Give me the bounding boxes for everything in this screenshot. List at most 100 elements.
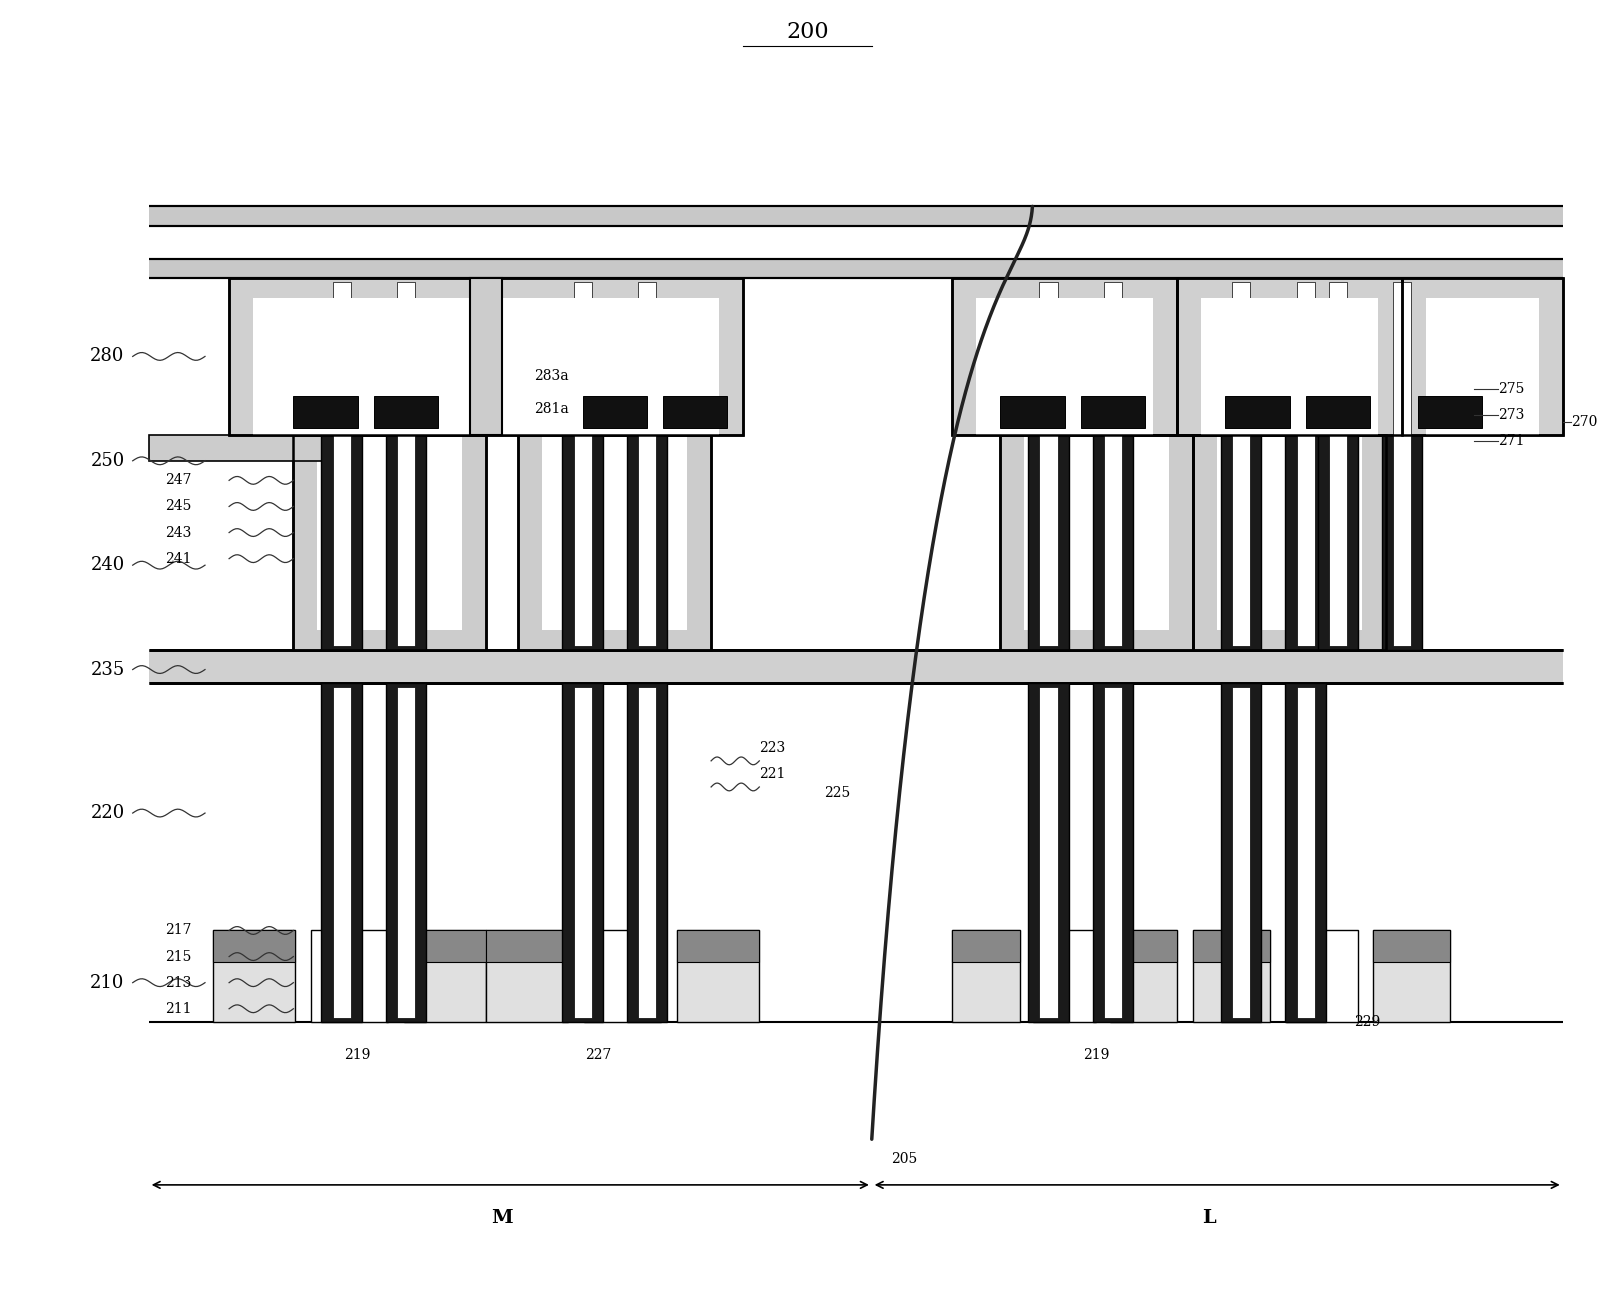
Bar — [373, 395, 437, 428]
Bar — [562, 683, 602, 1022]
Bar — [1028, 278, 1068, 650]
Bar — [1225, 395, 1288, 428]
Bar — [386, 278, 426, 650]
Text: 243: 243 — [165, 525, 190, 540]
Bar — [1231, 282, 1249, 646]
Text: 200: 200 — [786, 21, 828, 43]
Bar — [1193, 931, 1270, 1022]
Bar — [397, 687, 415, 1018]
Text: 225: 225 — [823, 786, 849, 801]
Bar — [1285, 931, 1357, 1022]
Bar — [1328, 282, 1346, 646]
Text: 213: 213 — [165, 976, 190, 990]
Bar — [486, 931, 568, 1022]
Bar — [148, 435, 326, 461]
Text: 247: 247 — [165, 474, 190, 487]
Bar — [229, 278, 742, 435]
Bar — [1177, 278, 1401, 435]
Bar — [638, 282, 655, 646]
Text: 235: 235 — [90, 660, 124, 679]
Text: 227: 227 — [586, 1048, 612, 1062]
Bar — [404, 931, 486, 962]
Bar — [952, 931, 1018, 962]
Bar — [638, 687, 655, 1018]
Bar — [1039, 282, 1057, 646]
Bar — [1220, 278, 1261, 650]
Bar — [1102, 282, 1122, 646]
Bar — [229, 278, 742, 435]
Text: 215: 215 — [165, 949, 190, 964]
Bar — [148, 650, 1562, 683]
Text: 221: 221 — [759, 767, 784, 781]
Bar — [1109, 931, 1177, 962]
Bar — [1372, 931, 1449, 962]
Bar — [1296, 282, 1314, 646]
Text: 240: 240 — [90, 557, 124, 574]
Bar — [1102, 687, 1122, 1018]
Bar — [321, 278, 362, 650]
Bar — [1033, 931, 1096, 1022]
Bar — [562, 278, 602, 650]
Bar — [952, 931, 1018, 1022]
Bar — [1201, 298, 1377, 435]
Text: 229: 229 — [1353, 1015, 1378, 1029]
Bar — [213, 931, 295, 962]
Bar — [148, 259, 1562, 278]
Bar — [470, 278, 502, 435]
Bar — [1285, 683, 1325, 1022]
Bar — [518, 435, 710, 650]
Bar — [1304, 395, 1369, 428]
Bar — [999, 435, 1193, 650]
Bar — [1193, 435, 1385, 650]
Bar — [1231, 687, 1249, 1018]
Bar — [584, 931, 660, 1022]
Text: 271: 271 — [1498, 435, 1524, 448]
Text: 205: 205 — [891, 1153, 917, 1166]
Bar — [676, 931, 759, 1022]
Bar — [662, 395, 726, 428]
Bar — [1296, 687, 1314, 1018]
Text: L: L — [1201, 1208, 1215, 1226]
Bar — [332, 282, 350, 646]
Bar — [1425, 298, 1538, 435]
Text: 219: 219 — [1083, 1048, 1109, 1062]
Bar — [676, 931, 759, 962]
Text: 241: 241 — [165, 551, 190, 566]
Text: 220: 220 — [90, 804, 124, 822]
Bar — [573, 687, 591, 1018]
Bar — [1028, 683, 1068, 1022]
Bar — [1217, 435, 1361, 630]
Bar — [573, 282, 591, 646]
Bar — [583, 395, 647, 428]
Text: 281a: 281a — [534, 402, 568, 416]
Text: 280: 280 — [90, 348, 124, 365]
Bar — [1039, 687, 1057, 1018]
Text: 273: 273 — [1498, 408, 1524, 423]
Text: 211: 211 — [165, 1002, 190, 1016]
Bar — [542, 435, 686, 630]
Bar — [1023, 435, 1169, 630]
Bar — [626, 278, 667, 650]
Bar — [1372, 931, 1449, 1022]
Bar — [312, 931, 387, 1022]
Bar — [253, 298, 718, 435]
Bar — [1417, 395, 1482, 428]
Bar — [952, 278, 1177, 435]
Bar — [952, 278, 1177, 435]
Bar — [318, 435, 462, 630]
Bar — [975, 298, 1152, 435]
Text: 250: 250 — [90, 452, 124, 470]
Bar — [294, 435, 486, 650]
Text: 275: 275 — [1498, 382, 1524, 397]
Bar — [213, 931, 295, 1022]
Bar — [332, 687, 350, 1018]
Bar — [1382, 278, 1422, 650]
Bar — [999, 395, 1064, 428]
Bar — [1193, 931, 1270, 962]
Text: M: M — [491, 1208, 513, 1226]
Bar — [294, 435, 486, 650]
Bar — [397, 282, 415, 646]
Text: 270: 270 — [1570, 415, 1596, 428]
Bar — [1391, 282, 1411, 646]
Bar — [1285, 278, 1325, 650]
